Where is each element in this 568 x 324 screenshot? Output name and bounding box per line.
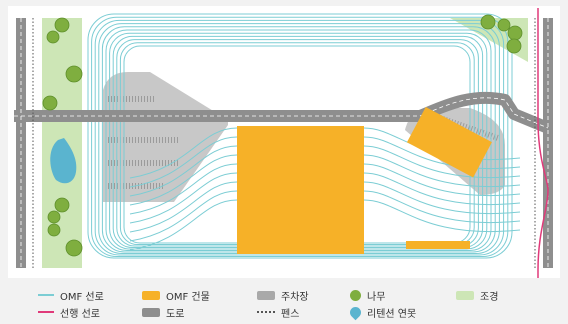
legend-item-parking: 주차장 [257, 287, 309, 303]
circle-icon [350, 290, 361, 301]
legend-item-omf-building: OMF 건물 [142, 287, 210, 303]
legend-item-road: 도로 [142, 304, 184, 320]
line-icon [38, 294, 54, 296]
legend-item-fence: 펜스 [257, 304, 299, 320]
omf-building-small [406, 241, 470, 249]
rect-icon [456, 291, 474, 300]
legend-item-mainline: 선행 선로 [38, 304, 100, 320]
pond-icon [348, 304, 364, 320]
rect-icon [142, 291, 160, 300]
rect-icon [142, 308, 160, 317]
legend-item-tree: 나무 [350, 287, 385, 303]
omf-building-main [237, 126, 364, 254]
legend-item-landscape: 조경 [456, 287, 498, 303]
legend-item-pond: 리텐션 연못 [350, 304, 416, 320]
dotted-line-icon [257, 311, 275, 313]
legend: OMF 선로 OMF 건물 주차장 나무 조경 선행 선로 도로 펜스 리텐션 … [0, 282, 568, 324]
rect-icon [257, 291, 275, 300]
legend-item-omf-track: OMF 선로 [38, 287, 104, 303]
line-icon [38, 311, 54, 313]
